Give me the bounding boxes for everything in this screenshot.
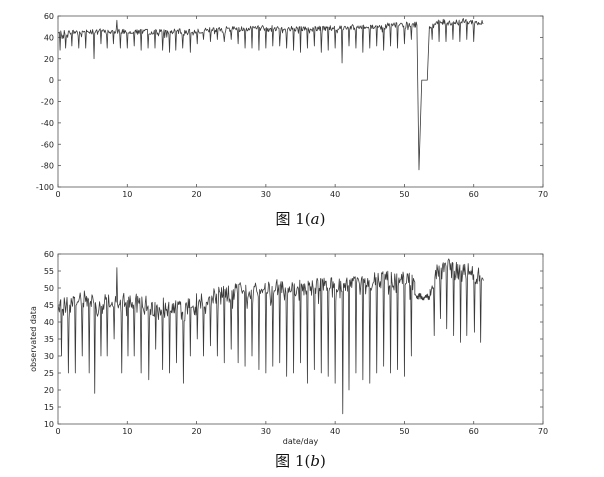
y-tick-label: 30 — [44, 352, 54, 361]
x-tick-label: 10 — [122, 427, 132, 436]
y-tick-label: 55 — [44, 267, 54, 276]
caption-prefix: 图 1( — [275, 452, 310, 470]
x-tick-label: 50 — [399, 427, 409, 436]
x-tick-label: 60 — [469, 190, 479, 199]
x-tick-label: 0 — [55, 427, 60, 436]
y-tick-label: 20 — [44, 55, 54, 64]
x-tick-label: 20 — [191, 427, 201, 436]
series-line — [57, 18, 484, 171]
y-tick-label: 40 — [44, 318, 54, 327]
chart-b: 0 10 20 30 40 50 60 701015202530354045505560dat… — [29, 250, 548, 470]
x-tick-label: 20 — [191, 190, 201, 199]
series-line — [57, 258, 484, 415]
y-tick-label: 35 — [44, 335, 54, 344]
y-tick-label: 60 — [44, 250, 54, 259]
caption-letter: a — [311, 210, 320, 228]
figure-caption: 图 1(b) — [275, 452, 326, 470]
x-tick-label: 60 — [469, 427, 479, 436]
chart-a: 0 10 20 30 40 50 60 70 -100 -80 -60 -40 -20 0 20 40 60 图 … — [36, 12, 548, 228]
x-tick-label: 70 — [538, 190, 548, 199]
x-tick-label: 10 — [122, 190, 132, 199]
x-tick-label: 40 — [330, 190, 340, 199]
x-tick-label: 0 — [55, 190, 60, 199]
x-tick-label: 50 — [399, 190, 409, 199]
caption-suffix: ) — [320, 452, 326, 470]
y-tick-label: 25 — [44, 369, 54, 378]
y-tick-label: -40 — [41, 119, 54, 128]
x-tick-label: 70 — [538, 427, 548, 436]
figure-caption: 图 1(a) — [276, 210, 326, 228]
y-tick-label: -100 — [36, 183, 54, 192]
y-tick-label: 45 — [44, 301, 54, 310]
caption-letter: b — [310, 452, 320, 470]
y-tick-label: 20 — [44, 386, 54, 395]
y-tick-label: 50 — [44, 284, 54, 293]
x-tick-label: 30 — [261, 427, 271, 436]
y-tick-label: -60 — [41, 140, 54, 149]
x-tick-label: 40 — [330, 427, 340, 436]
y-tick-label: 40 — [44, 33, 54, 42]
caption-prefix: 图 1( — [276, 210, 311, 228]
x-tick-label: 30 — [261, 190, 271, 199]
y-tick-label: 60 — [44, 12, 54, 21]
y-axis-label: observated data — [29, 306, 38, 372]
x-axis-label: date/day — [283, 437, 319, 446]
y-tick-label: -80 — [41, 162, 54, 171]
y-tick-label: 10 — [44, 420, 54, 429]
y-tick-label: 0 — [49, 76, 54, 85]
y-tick-label: 15 — [44, 403, 54, 412]
caption-suffix: ) — [320, 210, 326, 228]
y-tick-label: -20 — [41, 98, 54, 107]
